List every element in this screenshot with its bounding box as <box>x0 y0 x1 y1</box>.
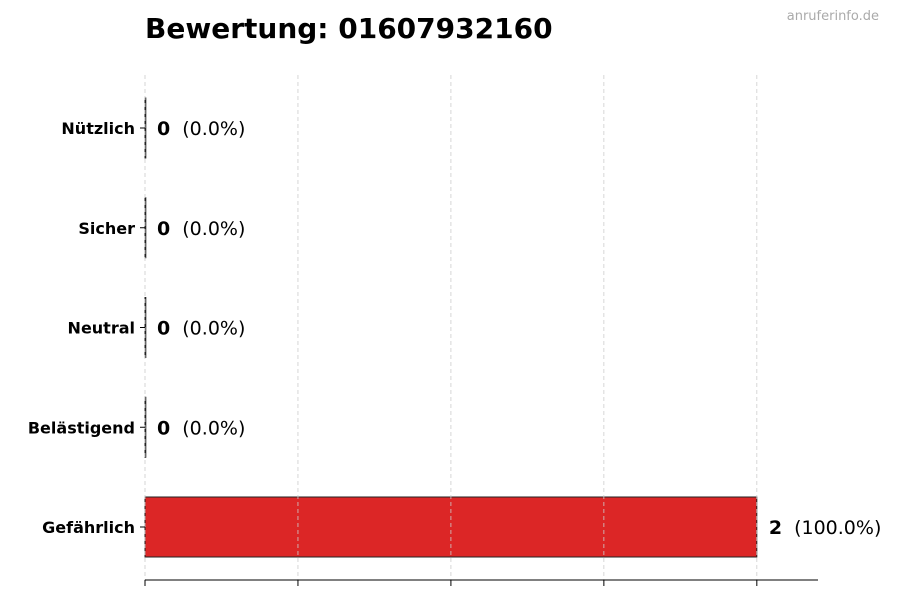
category-label: Belästigend <box>28 418 135 437</box>
watermark: anruferinfo.de <box>786 9 879 24</box>
category-label: Gefährlich <box>42 518 135 537</box>
bar <box>144 197 147 259</box>
value-label: 0 <box>157 218 170 240</box>
percent-label: (100.0%) <box>788 517 881 539</box>
percent-label: (0.0%) <box>176 118 245 140</box>
percent-label: (0.0%) <box>176 218 245 240</box>
data-label: 0 (0.0%) <box>157 318 245 340</box>
data-label: 2 (100.0%) <box>769 517 882 539</box>
category-label: Sicher <box>78 219 135 238</box>
data-label: 0 (0.0%) <box>157 118 245 140</box>
data-label: 0 (0.0%) <box>157 417 245 439</box>
value-label: 0 <box>157 118 170 140</box>
percent-label: (0.0%) <box>176 318 245 340</box>
chart-title: Bewertung: 01607932160 <box>145 12 553 45</box>
category-label: Nützlich <box>61 119 135 138</box>
value-label: 2 <box>769 517 782 539</box>
category-label: Neutral <box>68 319 135 338</box>
value-label: 0 <box>157 417 170 439</box>
value-label: 0 <box>157 318 170 340</box>
data-label: 0 (0.0%) <box>157 218 245 240</box>
percent-label: (0.0%) <box>176 417 245 439</box>
